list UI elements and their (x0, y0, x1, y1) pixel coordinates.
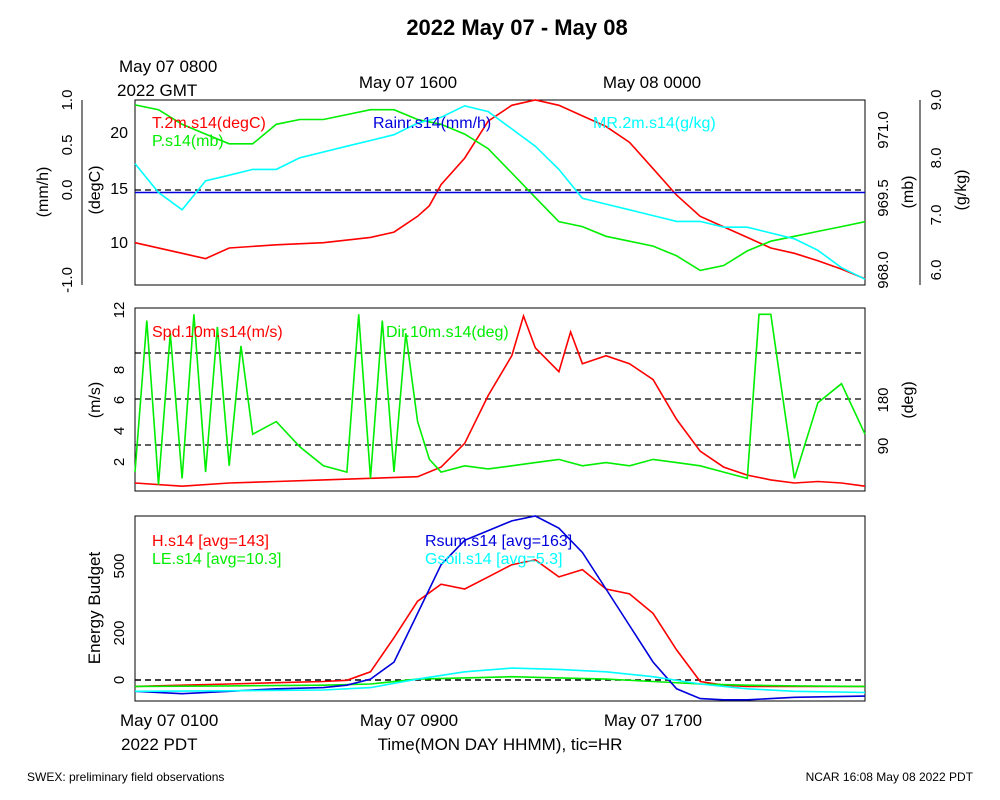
speed-axis-tick-5: 2 (111, 458, 128, 466)
direction-axis-tick-2: 90 (875, 438, 892, 455)
series-line-3-4 (134, 667, 866, 694)
bottom-time-label-start: May 07 0100 (120, 711, 218, 730)
rain-axis-label: (mm/h) (35, 167, 52, 218)
bottom-time-label-start-year: 2022 PDT (121, 735, 198, 754)
series-line-2-1 (134, 313, 866, 488)
energy-axis-tick-1: 500 (111, 553, 128, 578)
pressure-axis-tick-3: 968.0 (875, 251, 892, 289)
mr-axis-tick-4: 6.0 (928, 260, 945, 281)
direction-axis-tick-1: 180 (875, 387, 892, 412)
series-line-2-2 (134, 313, 866, 485)
panel-3-frame (134, 515, 866, 702)
top-time-label-start-year: 2022 GMT (117, 81, 197, 100)
temp-axis-label: (degC) (87, 166, 104, 215)
series-line-3-3 (134, 515, 866, 701)
legend-sensible-heat: H.s14 [avg=143] (152, 533, 269, 550)
mr-axis-tick-2: 8.0 (928, 148, 945, 169)
plot-title: 2022 May 07 - May 08 (406, 15, 627, 40)
rain-axis-tick-2: 0.5 (59, 135, 76, 156)
bottom-time-label-mid: May 07 0900 (360, 711, 458, 730)
direction-axis-label: (deg) (900, 381, 917, 418)
panel-3-series (134, 515, 866, 701)
series-line-1-1 (134, 99, 866, 280)
legend-net-radiation: Rsum.s14 [avg=163] (425, 533, 572, 550)
panel-1: T.2m.s14(degC) P.s14(mb) Rainr.s14(mm/h)… (35, 90, 970, 293)
series-line-1-2 (134, 104, 866, 272)
top-time-label-start: May 07 0800 (119, 57, 217, 76)
temp-axis-tick-2: 15 (110, 181, 128, 198)
legend-wind-direction: Dir.10m.s14(deg) (386, 324, 509, 341)
footer-timestamp: NCAR 16:08 May 08 2022 PDT (806, 770, 974, 784)
legend-mixing-ratio: MR.2m.s14(g/kg) (593, 115, 716, 132)
speed-axis-tick-3: 6 (111, 396, 128, 404)
panel-2-series (134, 313, 866, 488)
mr-axis-tick-1: 9.0 (928, 90, 945, 111)
series-line-1-4 (134, 104, 866, 280)
series-line-3-1 (134, 558, 865, 688)
temp-axis-tick-1: 20 (110, 125, 128, 142)
energy-axis-label: Energy Budget (85, 551, 104, 664)
panel-1-series (134, 99, 866, 280)
panel-3: H.s14 [avg=143] LE.s14 [avg=10.3] Rsum.s… (85, 515, 866, 702)
rain-axis-tick-1: 1.0 (59, 90, 76, 111)
bottom-time-label-end: May 07 1700 (604, 711, 702, 730)
series-line-3-2 (134, 675, 866, 688)
temp-axis-tick-3: 10 (110, 235, 128, 252)
top-time-label-mid: May 07 1600 (359, 73, 457, 92)
speed-axis-tick-2: 8 (111, 366, 128, 374)
footer-source: SWEX: preliminary field observations (27, 770, 224, 784)
top-time-label-end: May 08 0000 (603, 73, 701, 92)
energy-axis-tick-3: 0 (111, 676, 128, 684)
legend-rain-rate: Rainr.s14(mm/h) (373, 115, 491, 132)
pressure-axis-tick-2: 969.5 (875, 179, 892, 217)
speed-axis-label: (m/s) (87, 382, 104, 418)
mr-axis-label: (g/kg) (953, 170, 970, 211)
rain-axis-tick-3: 0.0 (59, 180, 76, 201)
legend-temperature: T.2m.s14(degC) (152, 115, 266, 132)
panel-2: Spd.10m.s14(m/s) Dir.10m.s14(deg) 12 8 6… (87, 302, 917, 492)
x-axis-label: Time(MON DAY HHMM), tic=HR (378, 735, 623, 754)
legend-latent-heat: LE.s14 [avg=10.3] (152, 551, 281, 568)
mr-axis-tick-3: 7.0 (928, 205, 945, 226)
legend-wind-speed: Spd.10m.s14(m/s) (152, 324, 283, 341)
pressure-axis-label: (mb) (900, 176, 917, 209)
legend-soil-heat: Gsoil.s14 [avg=5.3] (425, 551, 562, 568)
pressure-axis-tick-1: 971.0 (875, 111, 892, 149)
legend-pressure: P.s14(mb) (152, 133, 224, 150)
energy-axis-tick-2: 200 (111, 620, 128, 645)
rain-axis-tick-4: -1.0 (59, 267, 76, 293)
speed-axis-tick-1: 12 (111, 302, 128, 319)
speed-axis-tick-4: 4 (111, 427, 128, 435)
